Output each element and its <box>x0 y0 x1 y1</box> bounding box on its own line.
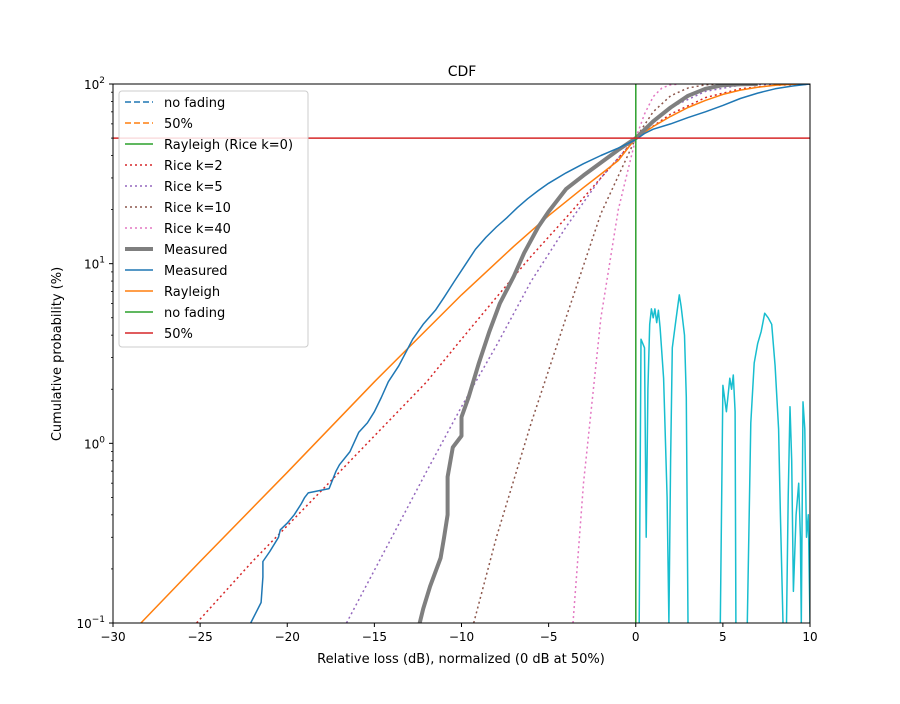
series-line-cyan_noise <box>638 294 689 623</box>
legend-label: Rice k=5 <box>164 180 223 195</box>
y-tick-label: 10−1 <box>76 615 105 631</box>
y-axis-label: Cumulative probability (%) <box>50 267 65 441</box>
series-line-measured_thick <box>417 84 758 623</box>
legend-label: 50% <box>164 117 193 132</box>
legend-label: Rice k=2 <box>164 159 223 174</box>
series-line-measured_thin <box>250 84 810 623</box>
legend-label: Rice k=10 <box>164 201 231 216</box>
legend-label: Measured <box>164 264 228 279</box>
y-tick-label: 100 <box>84 435 105 451</box>
legend-box <box>118 90 309 348</box>
series-line-cyan_noise_c <box>746 312 784 623</box>
series-line-rice2 <box>196 84 810 623</box>
series-layer <box>113 84 810 623</box>
x-tick-label: −15 <box>362 630 387 644</box>
x-axis-label: Relative loss (dB), normalized (0 dB at … <box>317 652 605 667</box>
x-tick-label: −10 <box>449 630 474 644</box>
series-line-cyan_noise_d <box>785 401 810 623</box>
legend-label: 50% <box>164 327 193 342</box>
x-tick-label: −25 <box>187 630 212 644</box>
chart-title: CDF <box>448 64 477 80</box>
x-tick-label: 0 <box>632 630 640 644</box>
series-line-rice40 <box>572 84 680 623</box>
y-tick-label: 101 <box>84 256 105 272</box>
x-tick-label: −30 <box>100 630 125 644</box>
legend-label: Rice k=40 <box>164 222 231 237</box>
series-line-rice5 <box>345 84 776 623</box>
x-tick-label: −5 <box>540 630 558 644</box>
legend: no fading 50% Rayleigh (Rice k=0) Rice k=2 R… <box>118 90 309 348</box>
legend-label: Rayleigh <box>164 285 220 300</box>
x-tick-label: 10 <box>802 630 817 644</box>
x-tick-label: 5 <box>719 630 727 644</box>
legend-label: no fading <box>164 306 225 321</box>
x-tick-label: −20 <box>275 630 300 644</box>
legend-label: Rayleigh (Rice k=0) <box>164 138 293 153</box>
legend-label: no fading <box>164 96 225 111</box>
y-axis: 10−1 100 101 102 <box>76 76 113 631</box>
legend-label: Measured <box>164 243 228 258</box>
y-tick-label: 102 <box>84 76 105 92</box>
x-axis: −30 −25 −20 −15 −10 −5 0 5 10 <box>100 623 818 644</box>
series-line-cyan_noise_b <box>719 374 737 623</box>
